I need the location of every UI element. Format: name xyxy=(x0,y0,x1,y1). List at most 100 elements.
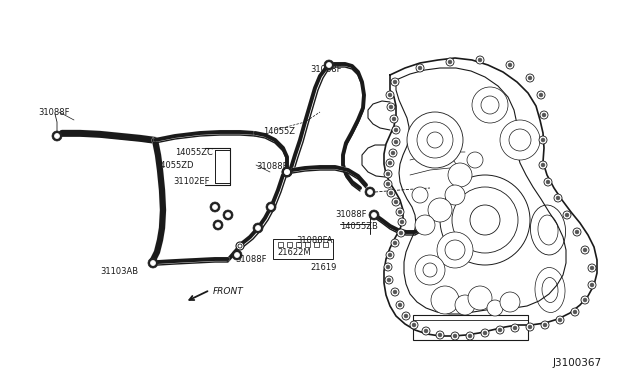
Circle shape xyxy=(526,323,534,331)
Circle shape xyxy=(410,321,418,329)
Circle shape xyxy=(539,93,543,97)
Circle shape xyxy=(394,200,398,204)
Circle shape xyxy=(446,58,454,66)
Circle shape xyxy=(386,172,390,176)
Circle shape xyxy=(397,229,405,237)
Circle shape xyxy=(396,301,404,309)
Bar xyxy=(278,242,283,247)
Circle shape xyxy=(391,239,399,247)
Circle shape xyxy=(542,113,546,117)
Text: 14055ZC: 14055ZC xyxy=(175,148,213,157)
Circle shape xyxy=(386,265,390,269)
Circle shape xyxy=(365,187,375,197)
Text: 14055ZD: 14055ZD xyxy=(155,161,193,170)
Circle shape xyxy=(234,253,239,257)
Circle shape xyxy=(478,58,482,62)
Text: 31088FA: 31088FA xyxy=(296,236,333,245)
Circle shape xyxy=(590,283,594,287)
Text: 31088F: 31088F xyxy=(256,162,287,171)
Text: 31088F: 31088F xyxy=(235,255,266,264)
Circle shape xyxy=(392,198,400,206)
Circle shape xyxy=(424,329,428,333)
Circle shape xyxy=(392,126,400,134)
Circle shape xyxy=(216,222,221,228)
Circle shape xyxy=(526,74,534,82)
Circle shape xyxy=(422,327,430,335)
Circle shape xyxy=(399,231,403,235)
Circle shape xyxy=(393,241,397,245)
Text: J3100367: J3100367 xyxy=(553,358,602,368)
Circle shape xyxy=(558,318,562,322)
Circle shape xyxy=(481,96,499,114)
Circle shape xyxy=(445,185,465,205)
Circle shape xyxy=(236,242,244,250)
Text: 14055ZB: 14055ZB xyxy=(340,222,378,231)
Circle shape xyxy=(540,111,548,119)
Circle shape xyxy=(387,103,395,111)
Circle shape xyxy=(448,163,472,187)
Circle shape xyxy=(546,180,550,184)
Circle shape xyxy=(388,161,392,165)
Circle shape xyxy=(541,321,549,329)
Circle shape xyxy=(506,61,514,69)
Circle shape xyxy=(440,175,530,265)
Text: 31088F: 31088F xyxy=(335,210,367,219)
Circle shape xyxy=(573,228,581,236)
Circle shape xyxy=(511,324,519,332)
Circle shape xyxy=(389,105,393,109)
Circle shape xyxy=(581,296,589,304)
Circle shape xyxy=(389,149,397,157)
Circle shape xyxy=(452,187,518,253)
Text: 31103AB: 31103AB xyxy=(100,267,138,276)
Circle shape xyxy=(468,286,492,310)
Text: 31088F: 31088F xyxy=(38,108,70,117)
Circle shape xyxy=(285,170,289,174)
Circle shape xyxy=(528,76,532,80)
Circle shape xyxy=(500,292,520,312)
Circle shape xyxy=(266,202,276,212)
Circle shape xyxy=(385,276,393,284)
Circle shape xyxy=(269,205,273,209)
Circle shape xyxy=(575,230,579,234)
Circle shape xyxy=(539,136,547,144)
Text: 31088F: 31088F xyxy=(310,65,342,74)
Circle shape xyxy=(588,281,596,289)
FancyBboxPatch shape xyxy=(413,315,528,340)
Circle shape xyxy=(481,329,489,337)
Bar xyxy=(323,242,328,247)
Circle shape xyxy=(371,212,376,218)
Circle shape xyxy=(392,117,396,121)
Circle shape xyxy=(404,314,408,318)
Circle shape xyxy=(54,134,60,138)
Circle shape xyxy=(541,138,545,142)
Circle shape xyxy=(565,213,569,217)
Circle shape xyxy=(386,91,394,99)
Circle shape xyxy=(384,180,392,188)
Circle shape xyxy=(412,323,416,327)
Circle shape xyxy=(393,290,397,294)
Circle shape xyxy=(543,323,547,327)
Circle shape xyxy=(213,220,223,230)
Circle shape xyxy=(509,129,531,151)
Circle shape xyxy=(451,332,459,340)
Circle shape xyxy=(416,64,424,72)
Circle shape xyxy=(455,295,475,315)
Circle shape xyxy=(391,151,395,155)
Circle shape xyxy=(387,189,395,197)
Circle shape xyxy=(498,328,502,332)
Circle shape xyxy=(394,140,398,144)
Circle shape xyxy=(581,246,589,254)
Bar xyxy=(296,242,301,247)
Circle shape xyxy=(573,310,577,314)
Circle shape xyxy=(537,91,545,99)
Circle shape xyxy=(391,288,399,296)
Circle shape xyxy=(407,112,463,168)
Circle shape xyxy=(427,132,443,148)
Circle shape xyxy=(384,170,392,178)
Circle shape xyxy=(255,225,260,231)
Circle shape xyxy=(394,128,398,132)
Circle shape xyxy=(232,250,242,260)
Circle shape xyxy=(500,120,540,160)
Circle shape xyxy=(212,205,218,209)
Circle shape xyxy=(253,223,263,233)
